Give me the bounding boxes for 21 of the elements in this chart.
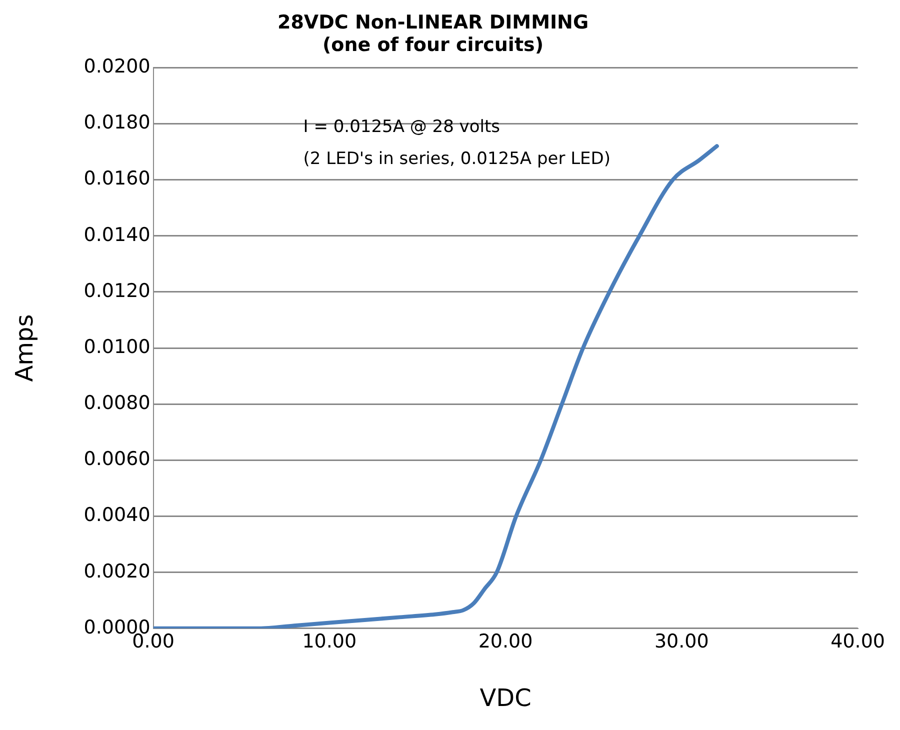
x-tick-label: 30.00 [654,630,709,653]
y-tick-label: 0.0160 [84,168,150,190]
text: (one of four circuits) [322,34,544,56]
y-tick-label: 0.0120 [84,280,150,302]
text: 28VDC Non-LINEAR DIMMING [277,11,589,34]
x-tick-label: 20.00 [478,630,533,653]
x-tick-label: 10.00 [302,630,357,653]
x-tick-label: 40.00 [830,630,886,653]
y-axis-title: Amps [10,314,39,382]
annotation: (2 LED's in series, 0.0125A per LED) [303,149,611,170]
y-tick-label: 0.0060 [84,448,150,470]
annotation: I = 0.0125A @ 28 volts [303,117,500,138]
y-tick-label: 0.0140 [84,224,150,246]
line-series [153,144,719,628]
y-tick-label: 0.0080 [84,392,150,414]
y-tick-label: 0.0040 [84,504,150,526]
y-tick-label: 0.0200 [84,56,150,78]
y-tick-label: 0.0020 [84,560,150,582]
x-axis-title: VDC [480,684,532,712]
y-tick-label: 0.0180 [84,112,150,134]
y-tick-label: 0.0100 [84,336,150,358]
